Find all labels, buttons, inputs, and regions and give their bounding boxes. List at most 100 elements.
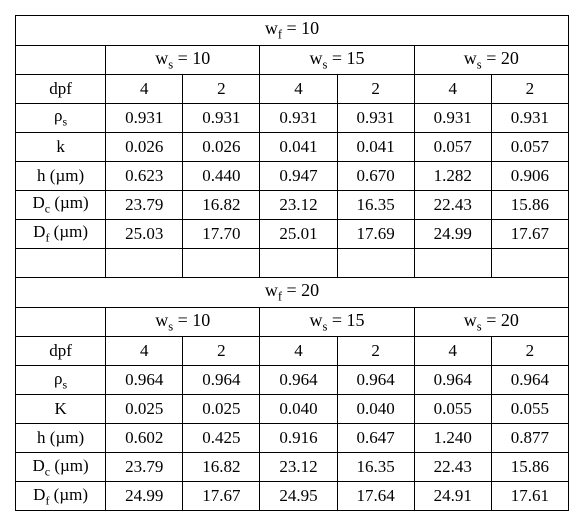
data-cell: 24.95 (260, 482, 337, 511)
data-cell: 0.440 (183, 162, 260, 191)
data-cell: 0.931 (491, 104, 568, 133)
dpf-value: 2 (491, 337, 568, 366)
data-cell: 17.61 (491, 482, 568, 511)
dpf-value: 4 (260, 337, 337, 366)
data-cell: 0.041 (337, 133, 414, 162)
dpf-value: 2 (491, 75, 568, 104)
data-cell: 0.964 (260, 366, 337, 395)
data-cell: 23.79 (106, 191, 183, 220)
data-cell: 0.670 (337, 162, 414, 191)
section-title: wf = 20 (16, 278, 569, 308)
dpf-value: 4 (414, 337, 491, 366)
data-cell: 24.99 (414, 220, 491, 249)
data-cell: 0.931 (106, 104, 183, 133)
data-cell: 1.282 (414, 162, 491, 191)
data-cell: 0.931 (337, 104, 414, 133)
data-cell: 0.425 (183, 424, 260, 453)
data-cell: 24.91 (414, 482, 491, 511)
dpf-value: 2 (183, 75, 260, 104)
data-cell: 0.025 (183, 395, 260, 424)
data-cell: 23.12 (260, 191, 337, 220)
row-label: h (µm) (16, 162, 106, 191)
data-cell: 0.025 (106, 395, 183, 424)
data-cell: 16.82 (183, 191, 260, 220)
data-cell: 22.43 (414, 453, 491, 482)
data-cell: 0.057 (491, 133, 568, 162)
data-cell: 0.947 (260, 162, 337, 191)
row-label: ρs (16, 104, 106, 133)
data-cell: 25.01 (260, 220, 337, 249)
ws-label: ws = 10 (106, 45, 260, 75)
spacer-cell (491, 249, 568, 278)
data-cell: 16.82 (183, 453, 260, 482)
ws-label: ws = 20 (414, 45, 568, 75)
data-cell: 17.67 (491, 220, 568, 249)
dpf-value: 4 (414, 75, 491, 104)
data-cell: 0.964 (491, 366, 568, 395)
data-cell: 0.647 (337, 424, 414, 453)
dpf-label: dpf (16, 75, 106, 104)
data-cell: 0.877 (491, 424, 568, 453)
data-cell: 0.055 (491, 395, 568, 424)
data-cell: 0.602 (106, 424, 183, 453)
dpf-value: 2 (183, 337, 260, 366)
spacer-cell (16, 249, 106, 278)
data-cell: 0.055 (414, 395, 491, 424)
spacer-cell (106, 249, 183, 278)
dpf-value: 2 (337, 337, 414, 366)
data-cell: 0.964 (414, 366, 491, 395)
dpf-value: 4 (106, 75, 183, 104)
data-cell: 0.040 (260, 395, 337, 424)
data-cell: 24.99 (106, 482, 183, 511)
data-cell: 23.79 (106, 453, 183, 482)
section-title: wf = 10 (16, 16, 569, 46)
data-cell: 1.240 (414, 424, 491, 453)
data-cell: 16.35 (337, 453, 414, 482)
ws-label: ws = 15 (260, 45, 414, 75)
data-cell: 15.86 (491, 191, 568, 220)
data-cell: 0.931 (260, 104, 337, 133)
data-cell: 16.35 (337, 191, 414, 220)
data-cell: 0.931 (183, 104, 260, 133)
data-cell: 17.69 (337, 220, 414, 249)
data-cell: 0.026 (183, 133, 260, 162)
row-label: Df (µm) (16, 482, 106, 511)
data-cell: 0.026 (106, 133, 183, 162)
empty-cell (16, 307, 106, 337)
dpf-value: 4 (260, 75, 337, 104)
data-table: wf = 10ws = 10ws = 15ws = 20dpf424242ρs0… (15, 15, 569, 511)
ws-label: ws = 10 (106, 307, 260, 337)
data-cell: 22.43 (414, 191, 491, 220)
data-cell: 0.041 (260, 133, 337, 162)
empty-cell (16, 45, 106, 75)
data-cell: 0.906 (491, 162, 568, 191)
row-label: K (16, 395, 106, 424)
data-cell: 25.03 (106, 220, 183, 249)
data-cell: 0.964 (183, 366, 260, 395)
row-label: ρs (16, 366, 106, 395)
ws-label: ws = 15 (260, 307, 414, 337)
row-label: Dc (µm) (16, 191, 106, 220)
row-label: h (µm) (16, 424, 106, 453)
row-label: Dc (µm) (16, 453, 106, 482)
dpf-value: 4 (106, 337, 183, 366)
data-cell: 17.64 (337, 482, 414, 511)
spacer-cell (414, 249, 491, 278)
data-cell: 0.623 (106, 162, 183, 191)
spacer-cell (183, 249, 260, 278)
data-cell: 17.70 (183, 220, 260, 249)
dpf-value: 2 (337, 75, 414, 104)
spacer-cell (337, 249, 414, 278)
row-label: Df (µm) (16, 220, 106, 249)
spacer-cell (260, 249, 337, 278)
data-cell: 15.86 (491, 453, 568, 482)
data-cell: 0.964 (337, 366, 414, 395)
data-cell: 0.964 (106, 366, 183, 395)
dpf-label: dpf (16, 337, 106, 366)
data-cell: 0.931 (414, 104, 491, 133)
data-cell: 0.057 (414, 133, 491, 162)
data-cell: 0.916 (260, 424, 337, 453)
data-cell: 0.040 (337, 395, 414, 424)
row-label: k (16, 133, 106, 162)
data-cell: 17.67 (183, 482, 260, 511)
